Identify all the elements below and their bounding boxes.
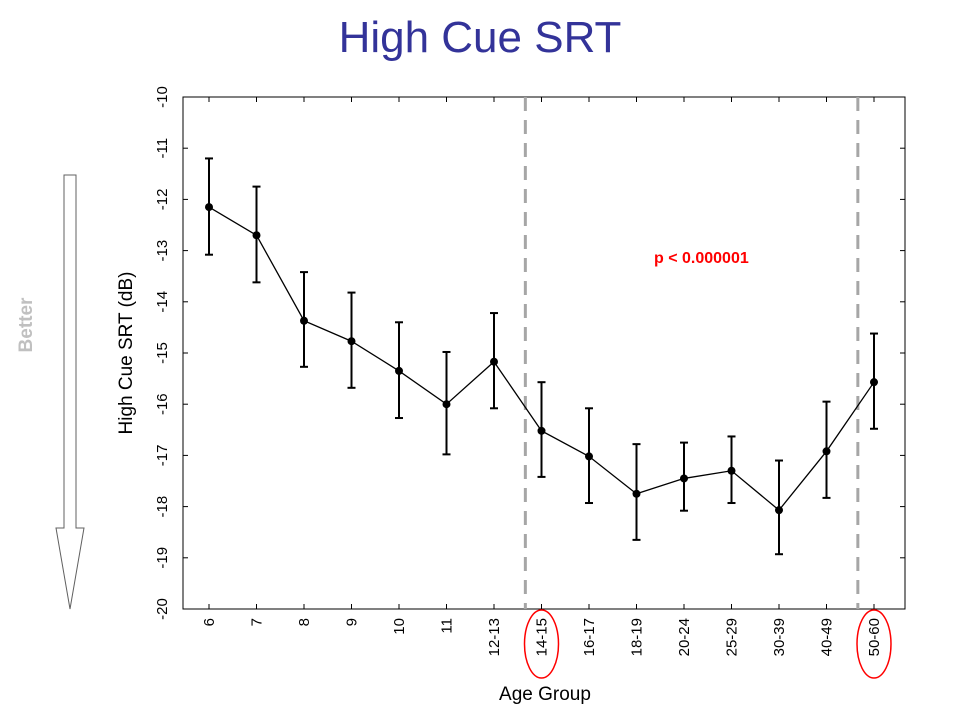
data-point (537, 426, 546, 435)
highlight-ellipse (856, 609, 892, 679)
x-tick-label: 40-49 (819, 618, 836, 656)
divider-lines (523, 97, 860, 609)
data-point (205, 203, 213, 212)
y-axis: -10 -11 -12 -13 -14 -15 -16 -17 -18 -19 -20 (154, 86, 905, 620)
data-point (822, 447, 831, 456)
series-line (205, 203, 878, 515)
y-tick-label: -14 (154, 291, 171, 313)
x-tick-label: 6 (201, 618, 218, 626)
y-tick-label: -15 (154, 342, 171, 364)
x-tick-label: 14-15 (534, 618, 551, 656)
y-tick-label: -18 (154, 496, 171, 518)
y-tick-label: -16 (154, 393, 171, 415)
x-tick-label: 50-60 (866, 618, 883, 656)
y-tick-label: -12 (154, 189, 171, 211)
x-axis: 6 7 8 9 10 11 12-13 14-15 16-17 18-19 20-24 25-29 30… (201, 97, 883, 656)
x-tick-label: 30-39 (771, 618, 788, 656)
data-point (395, 366, 403, 375)
better-arrow-icon (55, 174, 85, 610)
data-point (442, 400, 451, 409)
x-tick-label: 12-13 (486, 618, 503, 656)
data-point (585, 452, 593, 461)
x-tick-label: 18-19 (629, 618, 646, 656)
x-tick-label: 7 (249, 618, 266, 626)
x-tick-label: 9 (344, 618, 361, 626)
y-tick-label: -19 (154, 547, 171, 569)
x-tick-label: 11 (439, 618, 456, 634)
y-tick-label: -11 (154, 138, 171, 159)
data-point (300, 316, 308, 325)
x-tick-label: 16-17 (581, 618, 598, 656)
x-tick-label: 20-24 (676, 618, 693, 656)
data-point (775, 506, 783, 515)
better-arrow: Better (16, 174, 85, 610)
data-point (680, 474, 688, 483)
x-tick-label: 25-29 (724, 618, 741, 656)
error-bars (205, 157, 878, 556)
highlight-ellipse (523, 609, 560, 679)
x-axis-label: Age Group (499, 684, 591, 705)
y-tick-label: -10 (154, 86, 171, 108)
data-point (347, 337, 356, 346)
chart-title: High Cue SRT (339, 13, 622, 62)
y-axis-label: High Cue SRT (dB) (116, 272, 137, 435)
y-tick-label: -17 (154, 445, 171, 467)
data-point (870, 378, 878, 387)
x-tick-label: 8 (296, 618, 313, 626)
better-label: Better (16, 297, 37, 353)
data-point (252, 231, 261, 240)
data-point (632, 489, 641, 498)
p-value-annotation: p < 0.000001 (654, 250, 749, 267)
x-tick-label: 10 (391, 618, 408, 635)
data-point (727, 466, 736, 475)
y-tick-label: -13 (154, 240, 171, 262)
plot-frame (182, 96, 906, 610)
highlight-circles (523, 609, 892, 679)
y-tick-label: -20 (154, 598, 171, 620)
data-point (490, 357, 498, 366)
